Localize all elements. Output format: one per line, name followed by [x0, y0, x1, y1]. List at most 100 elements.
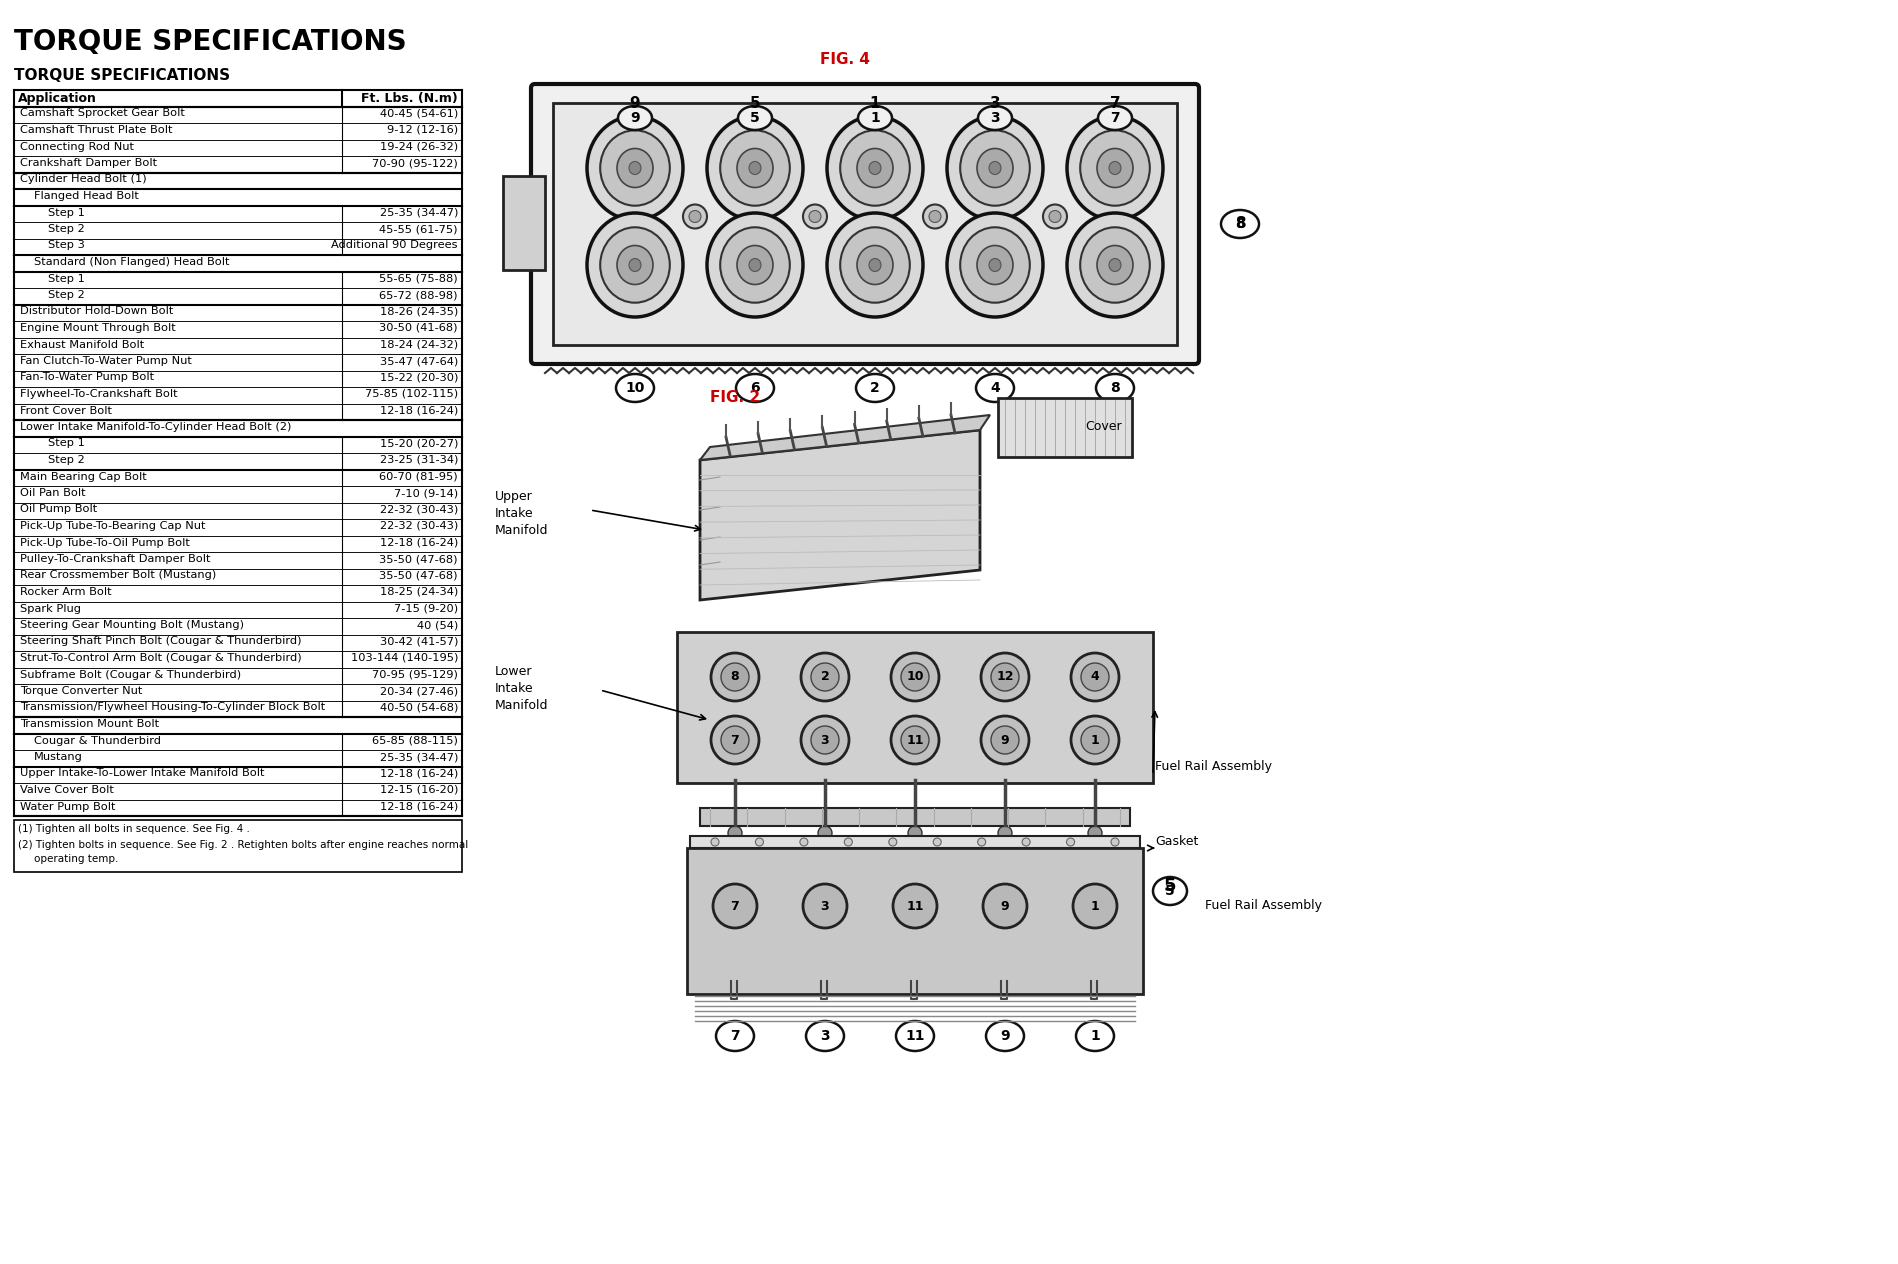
Ellipse shape — [977, 245, 1014, 284]
Text: 65-85 (88-115): 65-85 (88-115) — [372, 736, 457, 746]
Ellipse shape — [1076, 1021, 1114, 1050]
Text: 40-45 (54-61): 40-45 (54-61) — [380, 109, 457, 119]
Circle shape — [801, 653, 848, 702]
Ellipse shape — [1108, 259, 1122, 272]
Circle shape — [712, 715, 759, 763]
Text: Transmission Mount Bolt: Transmission Mount Bolt — [21, 719, 159, 729]
Text: 1: 1 — [1091, 900, 1099, 913]
Text: Valve Cover Bolt: Valve Cover Bolt — [21, 785, 114, 795]
Ellipse shape — [600, 228, 670, 302]
Text: Flanged Head Bolt: Flanged Head Bolt — [34, 191, 139, 201]
Text: Main Bearing Cap Bolt: Main Bearing Cap Bolt — [21, 471, 146, 482]
Text: 9: 9 — [630, 96, 640, 110]
Circle shape — [810, 726, 839, 755]
Text: Oil Pan Bolt: Oil Pan Bolt — [21, 488, 85, 498]
Text: 60-70 (81-95): 60-70 (81-95) — [380, 471, 457, 482]
Text: 25-35 (34-47): 25-35 (34-47) — [380, 207, 457, 217]
Text: Flywheel-To-Crankshaft Bolt: Flywheel-To-Crankshaft Bolt — [21, 389, 178, 399]
Text: Pulley-To-Crankshaft Damper Bolt: Pulley-To-Crankshaft Damper Bolt — [21, 554, 211, 564]
Circle shape — [991, 726, 1019, 755]
FancyBboxPatch shape — [503, 176, 545, 270]
Text: Rocker Arm Bolt: Rocker Arm Bolt — [21, 586, 112, 597]
Ellipse shape — [1095, 374, 1133, 402]
Text: Step 1: Step 1 — [47, 273, 85, 283]
Circle shape — [981, 715, 1029, 763]
Circle shape — [683, 205, 706, 229]
Ellipse shape — [617, 148, 653, 187]
Text: Connecting Rod Nut: Connecting Rod Nut — [21, 142, 135, 152]
Text: 12-15 (16-20): 12-15 (16-20) — [380, 785, 457, 795]
FancyBboxPatch shape — [552, 102, 1177, 345]
Circle shape — [902, 726, 928, 755]
Ellipse shape — [617, 374, 655, 402]
Ellipse shape — [1080, 130, 1150, 206]
Text: Step 1: Step 1 — [47, 439, 85, 449]
Circle shape — [1050, 211, 1061, 222]
Circle shape — [991, 664, 1019, 691]
Text: 9: 9 — [1000, 1029, 1010, 1043]
Text: 7: 7 — [731, 900, 740, 913]
Text: 103-144 (140-195): 103-144 (140-195) — [351, 653, 457, 664]
Text: 1: 1 — [1089, 1029, 1099, 1043]
Text: Lower Intake Manifold-To-Cylinder Head Bolt (2): Lower Intake Manifold-To-Cylinder Head B… — [21, 422, 292, 432]
Text: 3: 3 — [820, 1029, 829, 1043]
Circle shape — [892, 884, 938, 928]
Ellipse shape — [736, 374, 774, 402]
Text: Application: Application — [17, 92, 97, 105]
Text: 19-24 (26-32): 19-24 (26-32) — [380, 142, 457, 152]
Ellipse shape — [977, 106, 1012, 130]
Ellipse shape — [828, 214, 922, 317]
FancyBboxPatch shape — [998, 398, 1131, 458]
Text: Camshaft Sprocket Gear Bolt: Camshaft Sprocket Gear Bolt — [21, 109, 184, 119]
Text: 30-42 (41-57): 30-42 (41-57) — [380, 637, 457, 646]
Text: 45-55 (61-75): 45-55 (61-75) — [380, 224, 457, 234]
Ellipse shape — [706, 116, 803, 220]
Text: Crankshaft Damper Bolt: Crankshaft Damper Bolt — [21, 158, 158, 168]
Ellipse shape — [989, 259, 1000, 272]
Ellipse shape — [617, 245, 653, 284]
Text: 9: 9 — [1000, 733, 1010, 747]
Text: 7-10 (9-14): 7-10 (9-14) — [395, 488, 457, 498]
Ellipse shape — [858, 245, 892, 284]
Ellipse shape — [934, 838, 941, 846]
Ellipse shape — [1097, 245, 1133, 284]
Text: 7: 7 — [731, 1029, 740, 1043]
Text: 9-12 (12-16): 9-12 (12-16) — [387, 125, 457, 135]
Ellipse shape — [977, 838, 985, 846]
Text: Spark Plug: Spark Plug — [21, 603, 82, 613]
Bar — [13, 820, 461, 872]
Circle shape — [803, 205, 828, 229]
Text: Step 2: Step 2 — [47, 224, 85, 234]
Text: Additional 90 Degrees: Additional 90 Degrees — [332, 240, 457, 250]
Text: 3: 3 — [820, 733, 829, 747]
Circle shape — [721, 726, 750, 755]
Text: 35-47 (47-64): 35-47 (47-64) — [380, 356, 457, 367]
Text: 3: 3 — [989, 96, 1000, 110]
Text: Fan-To-Water Pump Bolt: Fan-To-Water Pump Bolt — [21, 373, 154, 383]
Text: Steering Shaft Pinch Bolt (Cougar & Thunderbird): Steering Shaft Pinch Bolt (Cougar & Thun… — [21, 637, 302, 646]
Ellipse shape — [1220, 210, 1258, 238]
Text: Gasket: Gasket — [1156, 836, 1198, 848]
Ellipse shape — [719, 130, 790, 206]
Text: Lower
Intake
Manifold: Lower Intake Manifold — [495, 665, 549, 712]
Ellipse shape — [1097, 148, 1133, 187]
Text: Transmission/Flywheel Housing-To-Cylinder Block Bolt: Transmission/Flywheel Housing-To-Cylinde… — [21, 703, 325, 713]
Ellipse shape — [841, 228, 909, 302]
Ellipse shape — [706, 214, 803, 317]
Text: Rear Crossmember Bolt (Mustang): Rear Crossmember Bolt (Mustang) — [21, 570, 216, 580]
Ellipse shape — [1152, 877, 1186, 905]
Text: 18-25 (24-34): 18-25 (24-34) — [380, 586, 457, 597]
Text: 23-25 (31-34): 23-25 (31-34) — [380, 455, 457, 465]
Circle shape — [801, 715, 848, 763]
Ellipse shape — [755, 838, 763, 846]
Ellipse shape — [750, 162, 761, 174]
Circle shape — [818, 825, 831, 841]
Ellipse shape — [858, 148, 892, 187]
Text: Engine Mount Through Bolt: Engine Mount Through Bolt — [21, 324, 177, 332]
Text: Step 1: Step 1 — [47, 207, 85, 217]
Text: 12: 12 — [996, 670, 1014, 684]
Text: (2) Tighten bolts in sequence. See Fig. 2 . Retighten bolts after engine reaches: (2) Tighten bolts in sequence. See Fig. … — [17, 841, 469, 849]
Ellipse shape — [586, 116, 683, 220]
Circle shape — [1088, 825, 1103, 841]
Ellipse shape — [1080, 228, 1150, 302]
